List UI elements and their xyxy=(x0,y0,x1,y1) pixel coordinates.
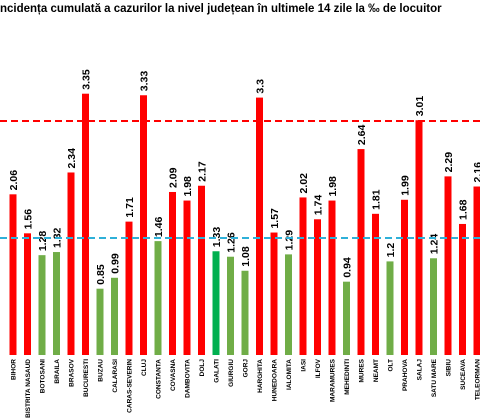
x-tick-label: SALAJ xyxy=(417,359,424,381)
bar xyxy=(96,288,104,355)
x-tick-label: GORJ xyxy=(243,359,250,378)
bar xyxy=(38,255,46,355)
bar xyxy=(444,176,452,355)
x-tick-label: MARAMURES xyxy=(330,358,337,402)
x-tick-label: OLT xyxy=(388,359,395,372)
x-tick-label: SATU MARE xyxy=(431,358,438,397)
data-label: 1.71 xyxy=(124,197,136,218)
x-tick-label: DOLJ xyxy=(199,359,206,377)
bar xyxy=(24,233,31,355)
data-label: 1.98 xyxy=(182,176,194,197)
x-tick-label: GALATI xyxy=(214,359,221,383)
data-label: 3.33 xyxy=(139,71,151,92)
x-tick-label: ILFOV xyxy=(315,358,322,378)
bar xyxy=(299,197,307,355)
bar xyxy=(256,97,263,355)
data-label: 2.02 xyxy=(298,173,310,194)
x-tick-label: BISTRITA NASAUD xyxy=(25,359,32,418)
data-label: 1.81 xyxy=(371,189,383,210)
x-tick-label: SUCEAVA xyxy=(460,359,467,390)
x-tick-label: BRAILA xyxy=(54,359,61,384)
bar xyxy=(227,256,234,355)
bar xyxy=(154,241,162,355)
bar xyxy=(169,191,176,355)
bar xyxy=(386,261,394,355)
x-tick-label: BUZAU xyxy=(98,359,105,382)
data-label: 1.68 xyxy=(458,199,470,220)
x-tick-label: CARAS-SEVERIN xyxy=(127,359,134,413)
bar xyxy=(270,232,278,355)
bar xyxy=(473,186,480,355)
x-tick-label: PRAHOVA xyxy=(402,359,409,391)
data-label: 1.98 xyxy=(327,176,339,197)
data-label: 0.99 xyxy=(110,253,122,274)
data-label: 2.29 xyxy=(443,152,455,173)
x-tick-label: MURES xyxy=(359,358,366,382)
bar xyxy=(9,194,17,355)
data-label: 1.57 xyxy=(269,208,281,229)
data-label: 2.17 xyxy=(197,161,209,182)
x-tick-label: BUCURESTI xyxy=(83,359,90,397)
bar xyxy=(140,95,147,355)
bar xyxy=(125,221,133,355)
x-tick-label: NEAMT xyxy=(373,359,380,382)
bar xyxy=(53,252,60,355)
chart-title: ncidența cumulată a cazurilor la nivel j… xyxy=(0,3,442,15)
bar xyxy=(198,185,205,355)
bar xyxy=(328,200,336,355)
x-tick-label: HARGHITA xyxy=(257,359,264,393)
data-label: 3.3 xyxy=(255,79,267,94)
data-label: 3.01 xyxy=(414,96,426,117)
data-label: 2.06 xyxy=(8,170,20,191)
bar xyxy=(285,254,292,355)
bar xyxy=(372,213,379,355)
data-label: 2.16 xyxy=(472,162,480,183)
data-label: 1.28 xyxy=(37,231,49,252)
data-label: 1.26 xyxy=(226,232,238,253)
bar xyxy=(212,251,220,355)
bar xyxy=(82,93,89,355)
x-tick-label: COVASNA xyxy=(170,359,177,391)
x-tick-label: CALARASI xyxy=(112,359,119,393)
data-label: 1.74 xyxy=(313,195,325,216)
x-tick-label: HUNEDOARA xyxy=(272,359,279,402)
x-tick-label: BOTOSANI xyxy=(40,359,47,393)
data-label: 1.24 xyxy=(429,234,441,255)
bar xyxy=(357,149,365,355)
data-label: 2.09 xyxy=(168,167,180,188)
data-label: 2.64 xyxy=(356,124,368,145)
data-label: 2.34 xyxy=(66,148,78,169)
x-tick-label: TELEORMAN xyxy=(475,359,480,400)
bar xyxy=(430,258,437,355)
bar xyxy=(183,200,191,355)
bar xyxy=(459,223,466,355)
data-label: 1.46 xyxy=(153,217,165,238)
x-tick-label: BIHOR xyxy=(11,359,18,380)
data-label: 1.99 xyxy=(400,175,412,196)
bar xyxy=(111,277,118,355)
x-tick-label: IASI xyxy=(301,359,308,372)
bar xyxy=(314,219,321,355)
data-label: 1.56 xyxy=(23,209,35,230)
x-tick-label: CLUJ xyxy=(141,359,148,376)
bar xyxy=(401,199,408,355)
bar xyxy=(241,270,249,355)
data-label: 1.33 xyxy=(211,227,223,248)
data-label: 0.94 xyxy=(342,257,354,278)
x-tick-label: SIBIU xyxy=(446,359,453,377)
bar xyxy=(343,281,350,355)
data-label: 0.85 xyxy=(95,264,107,285)
data-label: 1.08 xyxy=(240,246,252,267)
data-label: 1.29 xyxy=(284,230,296,251)
x-tick-label: DAMBOVITA xyxy=(185,359,192,398)
x-tick-label: CONSTANTA xyxy=(156,359,163,399)
x-tick-label: BRASOV xyxy=(69,358,76,386)
data-label: 1.2 xyxy=(385,243,397,258)
x-tick-label: GIURGIU xyxy=(228,359,235,387)
data-label: 3.35 xyxy=(81,69,93,90)
x-tick-label: MEHEDINTI xyxy=(344,359,351,395)
x-tick-label: IALOMITA xyxy=(286,359,293,390)
bar xyxy=(67,172,75,355)
